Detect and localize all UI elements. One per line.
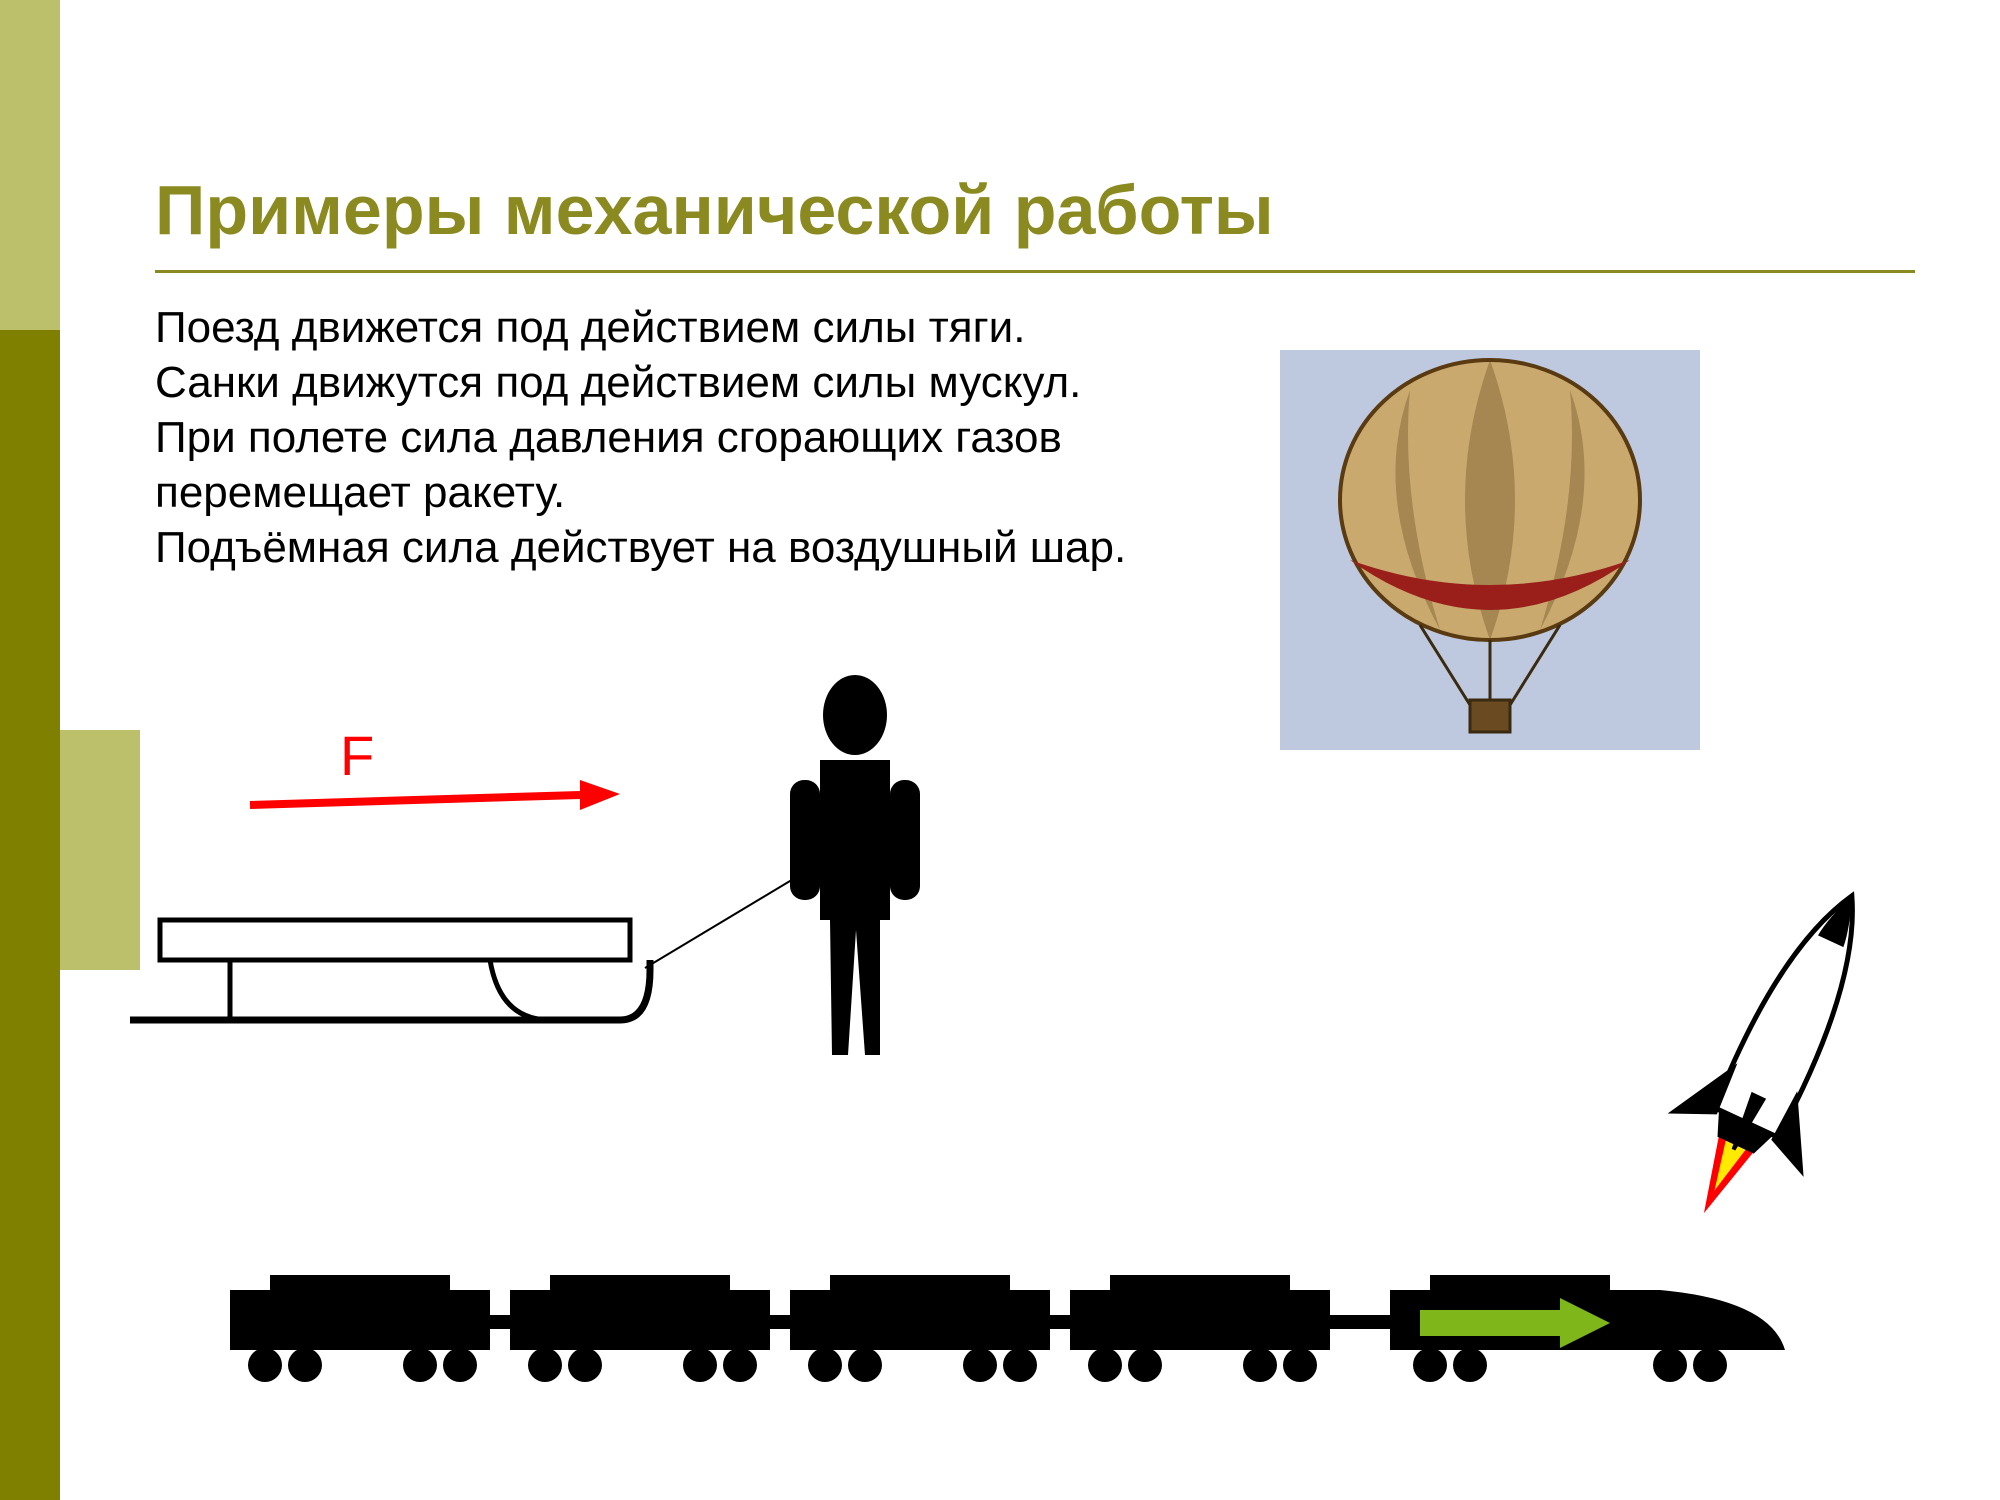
body-line-3: При полете сила давления сгорающих газов… [155, 413, 1062, 517]
slide-title: Примеры механической работы [155, 170, 1274, 250]
title-underline [155, 270, 1915, 273]
body-line-1: Поезд движется под действием силы тяги. [155, 303, 1025, 352]
sled-icon [130, 920, 650, 1020]
train-illustration [230, 1260, 1790, 1390]
left-stripe-light-top [0, 0, 60, 330]
balloon-illustration [1280, 350, 1700, 750]
body-line-2: Санки движутся под действием силы мускул… [155, 358, 1081, 407]
rocket-illustration [1650, 870, 1910, 1230]
force-label: F [340, 724, 374, 787]
body-text: Поезд движется под действием силы тяги. … [155, 300, 1245, 575]
person-icon [790, 675, 920, 1055]
body-line-4: Подъёмная сила действует на воздушный ша… [155, 523, 1126, 572]
sled-person-diagram: F [120, 660, 1020, 1090]
